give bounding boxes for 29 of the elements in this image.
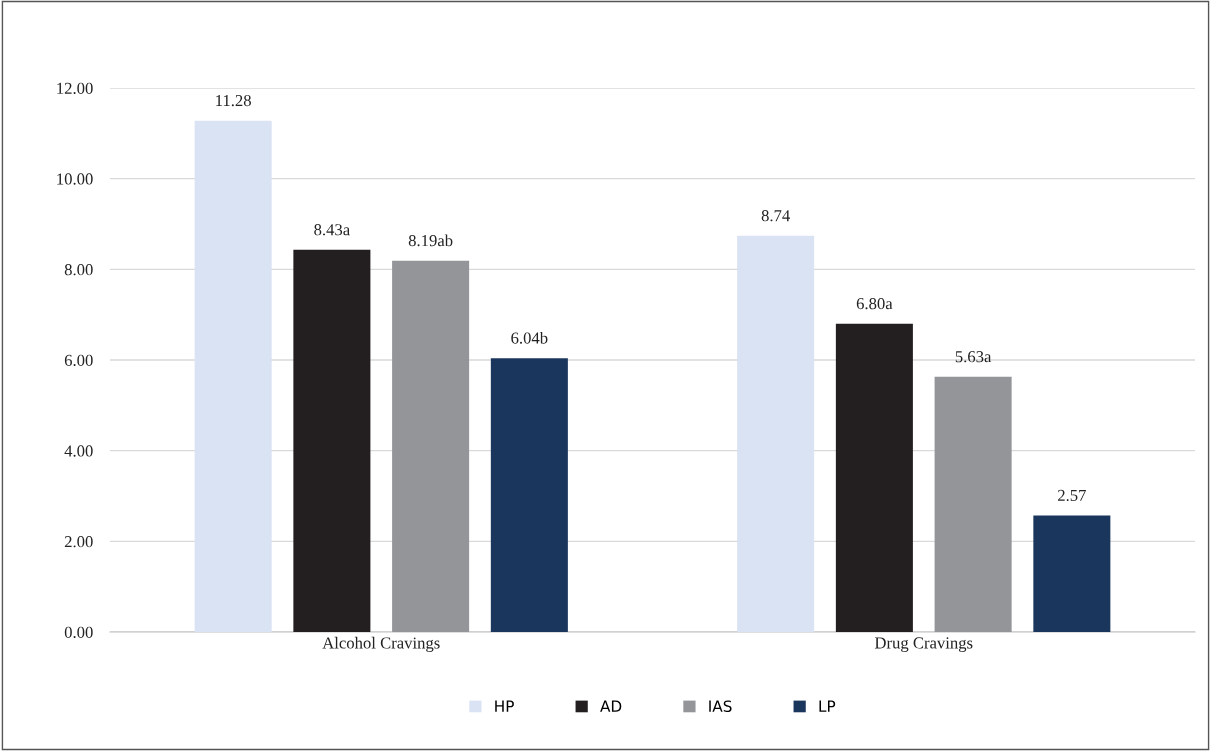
bar — [392, 260, 470, 632]
data-label: 8.74 — [761, 210, 790, 222]
y-tick-label: 2.00 — [64, 536, 93, 548]
data-label: 11.28 — [216, 94, 251, 107]
x-tick-label: Drug Cravings — [874, 637, 973, 652]
legend-label: HP — [495, 700, 514, 712]
x-tick-label: Alcohol Cravings — [322, 636, 440, 653]
bar — [737, 235, 815, 632]
data-label: 8.43a — [314, 224, 350, 236]
legend-label: AD — [600, 700, 622, 712]
y-tick-label: 6.00 — [64, 354, 93, 367]
y-tick-label: 10.00 — [57, 173, 93, 185]
data-label: 8.19ab — [408, 234, 453, 247]
data-label: 2.57 — [1058, 489, 1086, 502]
data-label: 5.63a — [955, 351, 992, 363]
y-tick-label: 12.00 — [57, 82, 93, 95]
legend-label: IAS — [709, 700, 732, 712]
bar — [934, 376, 1012, 632]
y-tick-label: 4.00 — [64, 445, 93, 457]
bar — [194, 120, 272, 632]
bar — [490, 358, 568, 632]
bar — [1033, 515, 1111, 632]
bar — [835, 323, 913, 632]
legend-label: LP — [819, 700, 836, 712]
y-tick-label: 8.00 — [64, 264, 93, 276]
data-label: 6.80a — [856, 297, 893, 310]
data-label: 6.04b — [511, 331, 548, 344]
y-tick-label: 0.00 — [64, 626, 93, 639]
bar — [293, 249, 371, 632]
